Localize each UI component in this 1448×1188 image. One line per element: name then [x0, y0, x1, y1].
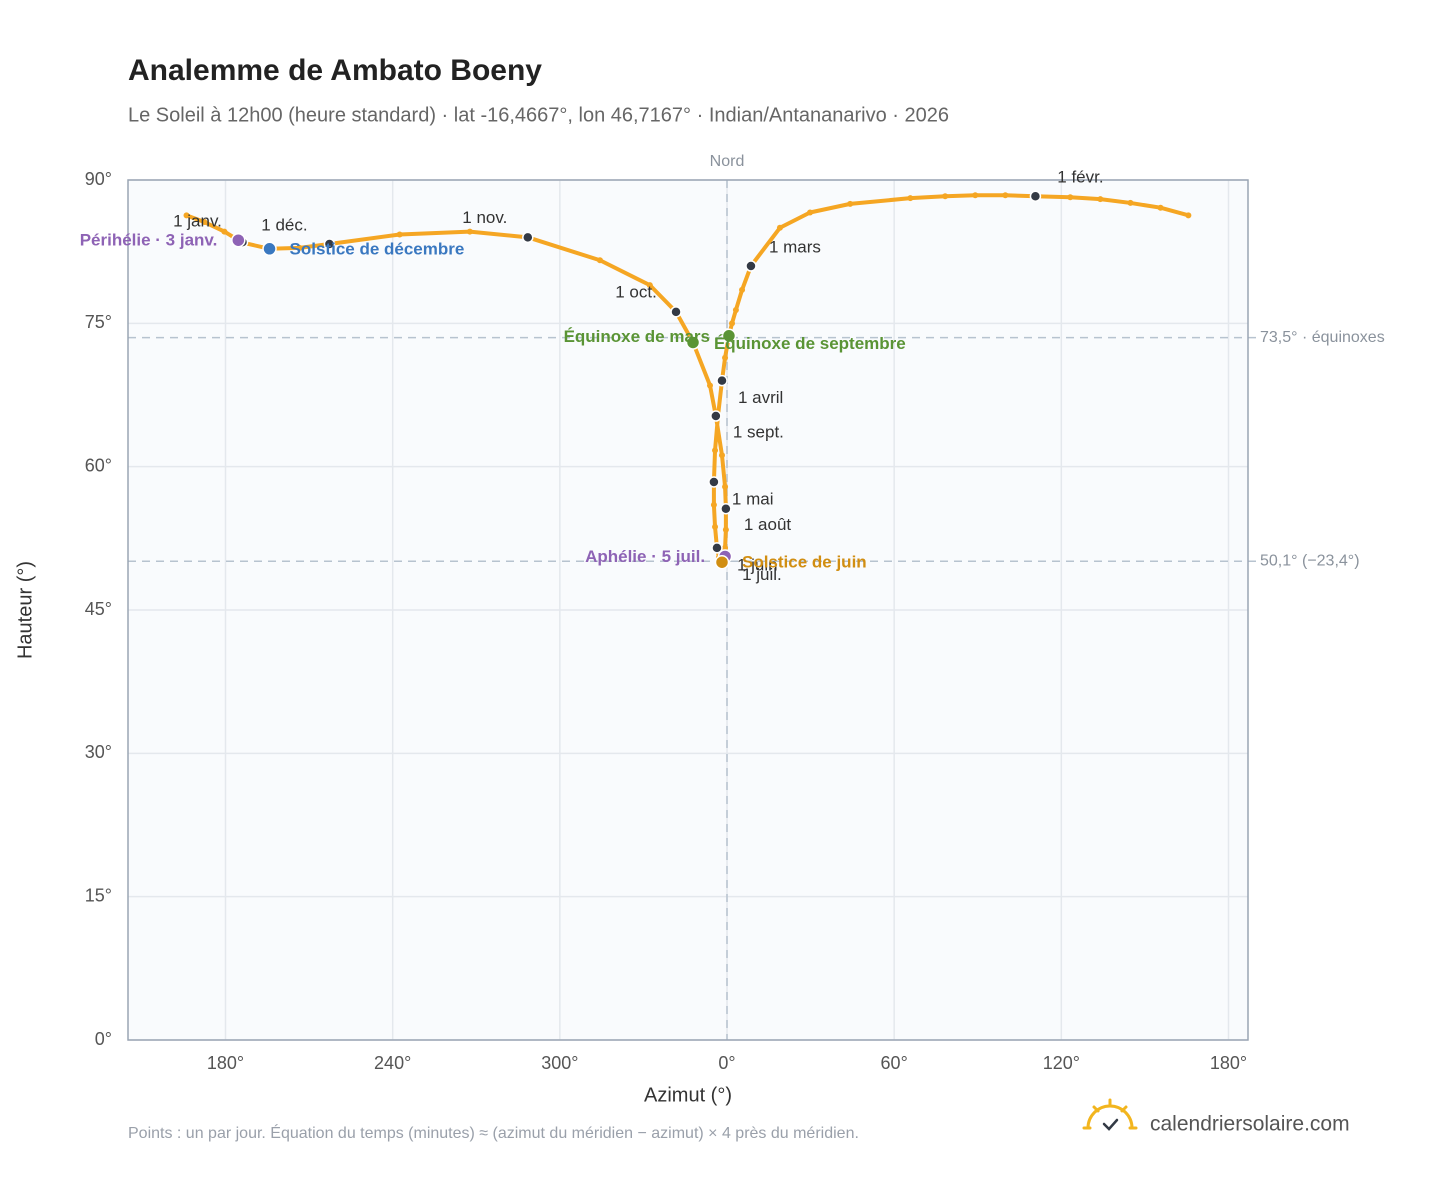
month-label: 1 mars — [769, 237, 821, 256]
day-point — [732, 306, 739, 313]
day-point — [201, 219, 208, 226]
day-point — [646, 282, 653, 289]
month-label: 1 juil. — [742, 565, 782, 584]
brand: calendriersolaire.com — [1150, 1113, 1350, 1136]
month-marker — [710, 410, 722, 422]
y-tick-label: 0° — [95, 1029, 112, 1049]
month-label: 1 sept. — [733, 423, 784, 442]
month-marker — [720, 502, 732, 515]
day-point — [972, 192, 979, 199]
day-point — [1185, 212, 1192, 219]
y-tick-label: 15° — [85, 885, 112, 905]
y-tick-label: 60° — [85, 455, 112, 475]
month-label: 1 juin — [737, 555, 778, 574]
y-axis-label: Hauteur (°) — [14, 561, 36, 659]
day-point — [722, 544, 729, 551]
month-label: 1 oct. — [615, 282, 657, 301]
month-label: 1 déc. — [261, 216, 307, 235]
day-point — [807, 209, 814, 216]
plot-border — [127, 179, 1249, 1041]
marks — [183, 190, 1192, 570]
month-label: 1 févr. — [1057, 168, 1103, 187]
day-point — [596, 257, 603, 264]
day-point — [396, 231, 403, 238]
reference-label: 73,5° · équinoxes — [1260, 329, 1385, 346]
event-point — [685, 335, 701, 350]
day-point — [1002, 192, 1009, 199]
month-label: 1 mai — [732, 489, 774, 508]
day-point — [183, 212, 190, 219]
x-tick-label: 180° — [207, 1053, 244, 1073]
day-point — [718, 452, 725, 459]
event-point — [721, 328, 737, 344]
month-label: 1 août — [744, 515, 792, 534]
month-label: 1 nov. — [462, 208, 507, 227]
x-tick-label: 60° — [881, 1053, 908, 1073]
day-point — [847, 200, 854, 207]
day-point — [1127, 199, 1134, 206]
event-point — [714, 554, 730, 570]
month-marker — [522, 231, 534, 244]
day-point — [776, 224, 783, 231]
chart-title: Analemme de Ambato Boeny — [128, 54, 542, 87]
month-marker — [711, 542, 723, 554]
x-axis-label: Azimut (°) — [644, 1084, 732, 1106]
y-tick-label: 30° — [85, 742, 112, 762]
month-marker — [323, 238, 336, 250]
day-point — [707, 382, 714, 389]
month-marker — [670, 306, 682, 318]
x-tick-label: 0° — [718, 1053, 735, 1073]
day-point — [722, 483, 729, 490]
event-label: Équinoxe de septembre — [714, 334, 906, 353]
event-label: Périhélie · 3 janv. — [80, 231, 218, 250]
brand-icon — [1082, 1098, 1138, 1131]
day-point — [907, 195, 914, 202]
north-label: Nord — [710, 153, 745, 170]
reference-label: 50,1° (−23,4°) — [1260, 552, 1360, 569]
month-marker — [716, 374, 728, 387]
x-tick-label: 240° — [374, 1053, 411, 1073]
y-tick-label: 45° — [85, 599, 112, 619]
event-label: Équinoxe de mars — [564, 327, 710, 346]
y-tick-label: 75° — [85, 312, 112, 332]
month-marker — [708, 476, 720, 488]
event-label: Solstice de juin — [742, 553, 867, 572]
day-point — [466, 228, 473, 235]
day-point — [1097, 196, 1104, 203]
day-point — [712, 447, 719, 454]
day-point — [710, 501, 717, 508]
day-point — [722, 354, 729, 361]
month-marker — [745, 260, 757, 272]
day-point — [296, 244, 303, 251]
day-point — [729, 320, 736, 327]
y-tick-label: 90° — [85, 169, 112, 189]
footnote: Points : un par jour. Équation du temps … — [128, 1123, 859, 1142]
day-point — [722, 526, 729, 533]
day-point — [712, 523, 719, 530]
day-point — [1157, 204, 1164, 211]
event-label: Solstice de décembre — [290, 239, 465, 258]
day-point — [1067, 194, 1074, 201]
x-tick-label: 180° — [1210, 1053, 1247, 1073]
event-point — [231, 232, 246, 248]
day-point — [942, 193, 949, 200]
x-tick-label: 120° — [1043, 1053, 1080, 1073]
month-label: 1 avril — [738, 388, 783, 407]
event-label: Aphélie · 5 juil. — [585, 547, 705, 566]
day-point — [221, 228, 228, 235]
event-point — [262, 241, 277, 257]
chart-subtitle: Le Soleil à 12h00 (heure standard) · lat… — [128, 104, 949, 126]
day-point — [739, 286, 746, 293]
month-marker — [1029, 190, 1042, 202]
month-label: 1 janv. — [173, 212, 222, 231]
x-tick-label: 300° — [541, 1053, 578, 1073]
